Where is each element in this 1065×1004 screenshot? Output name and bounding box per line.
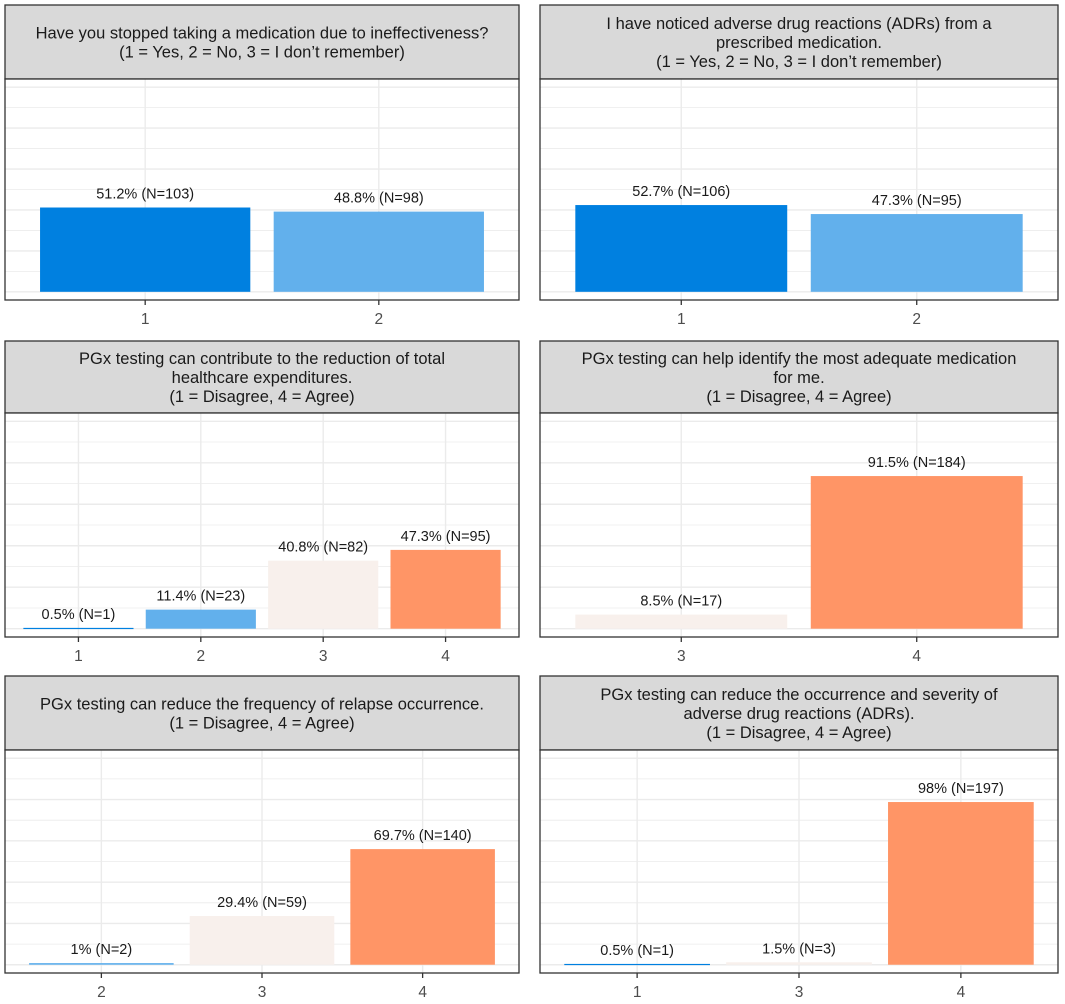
x-tick-label: 2 bbox=[196, 648, 205, 665]
bar-2 bbox=[145, 609, 256, 629]
facet-panel-6: PGx testing can reduce the occurrence an… bbox=[539, 675, 1059, 1001]
facet-title-line: Have you stopped taking a medication due… bbox=[36, 25, 489, 43]
facet-panel-2: I have noticed adverse drug reactions (A… bbox=[539, 4, 1059, 328]
panel-border bbox=[539, 749, 1059, 974]
facet-title-line: adverse drug reactions (ADRs). bbox=[683, 705, 914, 723]
x-tick-label: 2 bbox=[912, 311, 921, 328]
data-label: 51.2% (N=103) bbox=[96, 187, 194, 203]
data-label: 1.5% (N=3) bbox=[762, 941, 836, 957]
x-tick-label: 4 bbox=[912, 648, 921, 665]
bar-2 bbox=[810, 214, 1023, 292]
bar-3 bbox=[268, 560, 379, 629]
data-label: 48.8% (N=98) bbox=[334, 191, 424, 207]
facet-title-line: (1 = Disagree, 4 = Agree) bbox=[706, 388, 891, 406]
facet-strip bbox=[539, 4, 1059, 80]
facet-title-line: PGx testing can reduce the occurrence an… bbox=[600, 686, 998, 704]
facet-strip bbox=[539, 675, 1059, 751]
bar-1 bbox=[23, 627, 134, 630]
bar-4 bbox=[888, 802, 1034, 965]
facet-strip bbox=[539, 340, 1059, 414]
bar-1 bbox=[40, 207, 251, 292]
facet-title-line: (1 = Disagree, 4 = Agree) bbox=[169, 715, 354, 733]
data-label: 47.3% (N=95) bbox=[401, 529, 491, 545]
facet-title-line: prescribed medication. bbox=[716, 34, 882, 52]
x-tick-label: 4 bbox=[418, 984, 427, 1001]
bar-3 bbox=[575, 614, 788, 629]
x-tick-label: 3 bbox=[319, 648, 328, 665]
data-label: 91.5% (N=184) bbox=[868, 455, 966, 471]
facet-strip bbox=[4, 340, 520, 414]
x-tick-label: 3 bbox=[795, 984, 804, 1001]
panel-border bbox=[4, 78, 520, 301]
data-label: 11.4% (N=23) bbox=[156, 589, 245, 605]
x-tick-label: 1 bbox=[633, 984, 642, 1001]
facet-title-line: for me. bbox=[773, 369, 824, 387]
facet-title-line: (1 = Yes, 2 = No, 3 = I don’t remember) bbox=[656, 53, 942, 71]
facet-panel-4: PGx testing can help identify the most a… bbox=[539, 340, 1059, 665]
facet-strip bbox=[4, 4, 520, 80]
data-label: 98% (N=197) bbox=[918, 781, 1004, 797]
bar-1 bbox=[564, 963, 710, 966]
x-tick-label: 3 bbox=[677, 648, 686, 665]
x-tick-label: 4 bbox=[441, 648, 450, 665]
facet-title-line: healthcare expenditures. bbox=[172, 369, 353, 387]
facet-title-line: (1 = Yes, 2 = No, 3 = I don’t remember) bbox=[119, 44, 405, 62]
data-label: 52.7% (N=106) bbox=[632, 184, 730, 200]
bar-3 bbox=[726, 962, 872, 965]
x-tick-label: 2 bbox=[375, 311, 384, 328]
x-tick-label: 3 bbox=[258, 984, 267, 1001]
facet-title-line: (1 = Disagree, 4 = Agree) bbox=[169, 388, 354, 406]
x-tick-label: 4 bbox=[957, 984, 966, 1001]
data-label: 0.5% (N=1) bbox=[600, 943, 674, 959]
bar-2 bbox=[29, 963, 174, 965]
data-label: 1% (N=2) bbox=[71, 942, 133, 958]
bar-4 bbox=[390, 549, 501, 629]
panel-border bbox=[539, 78, 1059, 301]
bar-2 bbox=[273, 211, 484, 292]
facet-title-line: I have noticed adverse drug reactions (A… bbox=[606, 15, 992, 33]
bar-1 bbox=[575, 205, 788, 292]
data-label: 29.4% (N=59) bbox=[217, 895, 307, 911]
panel-border bbox=[4, 749, 520, 974]
x-tick-label: 1 bbox=[677, 311, 686, 328]
x-tick-label: 1 bbox=[141, 311, 150, 328]
data-label: 69.7% (N=140) bbox=[374, 828, 472, 844]
data-label: 0.5% (N=1) bbox=[42, 607, 116, 623]
bar-3 bbox=[189, 916, 335, 965]
facet-title-line: PGx testing can reduce the frequency of … bbox=[40, 696, 484, 714]
data-label: 8.5% (N=17) bbox=[640, 594, 722, 610]
bar-4 bbox=[810, 476, 1023, 629]
x-tick-label: 1 bbox=[74, 648, 83, 665]
data-label: 40.8% (N=82) bbox=[278, 540, 368, 556]
panel-border bbox=[4, 412, 520, 638]
bar-4 bbox=[350, 849, 495, 965]
facet-title-line: (1 = Disagree, 4 = Agree) bbox=[706, 724, 891, 742]
facet-panel-3: PGx testing can contribute to the reduct… bbox=[4, 340, 520, 665]
facet-title-line: PGx testing can contribute to the reduct… bbox=[79, 350, 445, 368]
panel-border bbox=[539, 412, 1059, 638]
facet-panel-5: PGx testing can reduce the frequency of … bbox=[4, 675, 520, 1001]
x-tick-label: 2 bbox=[97, 984, 106, 1001]
facet-panel-1: Have you stopped taking a medication due… bbox=[4, 4, 520, 328]
facet-title-line: PGx testing can help identify the most a… bbox=[582, 350, 1017, 368]
data-label: 47.3% (N=95) bbox=[872, 193, 962, 209]
